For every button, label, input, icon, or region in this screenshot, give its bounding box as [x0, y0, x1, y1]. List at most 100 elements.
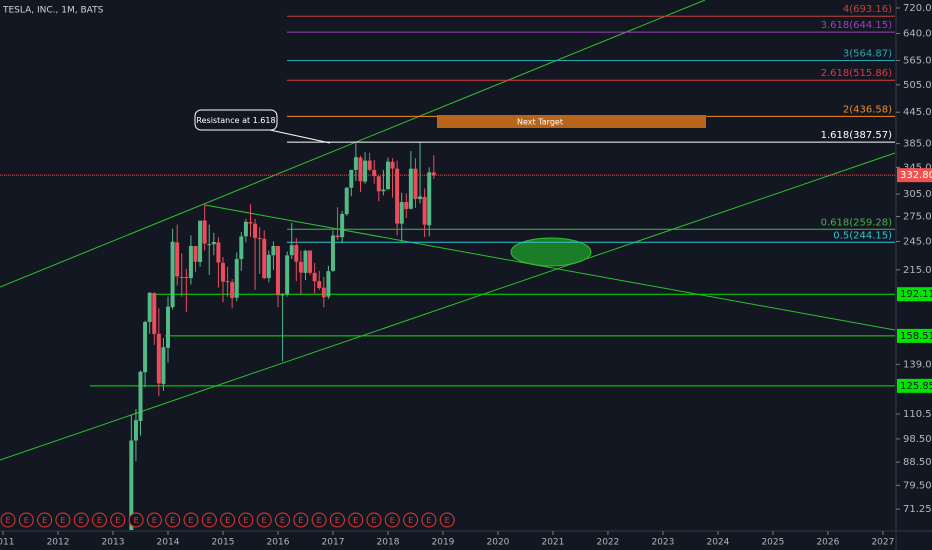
x-tick-label: 2016 [267, 538, 290, 548]
candle-body [367, 160, 372, 170]
y-tick-label: 640.00 [903, 28, 932, 39]
candle-body [340, 213, 345, 238]
earnings-marker [55, 512, 71, 528]
candle-body [225, 281, 230, 283]
earnings-marker [128, 512, 144, 528]
candle-body [344, 187, 349, 215]
candle-body [234, 259, 239, 298]
fib-label: 0.5(244.15) [833, 230, 892, 241]
earnings-marker [439, 512, 455, 528]
candle-body [184, 276, 189, 278]
candle-body [427, 172, 432, 226]
earnings-label: E [262, 516, 267, 525]
fib-label: 2(436.58) [843, 104, 892, 115]
candle-body [303, 250, 308, 273]
y-tick-label: 71.25 [903, 504, 932, 515]
price-label: 332.80 [900, 170, 932, 181]
earnings-label: E [445, 516, 450, 525]
earnings-label: E [188, 516, 193, 525]
earnings-label: E [207, 516, 212, 525]
candle-body [239, 236, 244, 260]
earnings-label: E [24, 516, 29, 525]
candle-body [147, 292, 152, 322]
earnings-label: E [408, 516, 413, 525]
earnings-marker [348, 512, 364, 528]
candle-body [271, 245, 276, 256]
x-tick-label: 2020 [487, 538, 510, 548]
earnings-marker [146, 512, 162, 528]
candle-body [385, 161, 390, 190]
earnings-label: E [60, 516, 65, 525]
y-tick-label: 110.50 [903, 409, 932, 420]
y-tick-label: 245.00 [903, 237, 932, 248]
earnings-label: E [243, 516, 248, 525]
earnings-marker [37, 512, 53, 528]
earnings-marker [0, 512, 16, 528]
price-box [897, 328, 932, 343]
x-tick-label: 2018 [377, 538, 400, 548]
earnings-label: E [42, 516, 47, 525]
candle-body [418, 196, 423, 200]
trend-line [0, 152, 895, 461]
price-box [897, 378, 932, 393]
x-tick-label: 2021 [541, 538, 564, 548]
candle-body [381, 189, 386, 192]
x-tick-label: 2015 [212, 538, 235, 548]
y-tick-label: 88.50 [903, 457, 932, 468]
callout-pointer [269, 129, 331, 144]
target-zone [510, 237, 592, 267]
earnings-marker [384, 512, 400, 528]
candle-body [395, 168, 400, 224]
candle-body [285, 255, 290, 295]
candle-body [404, 202, 409, 209]
earnings-marker [403, 512, 419, 528]
earnings-marker [201, 512, 217, 528]
candle-body [207, 244, 212, 246]
candle-body [198, 220, 203, 262]
earnings-label: E [426, 516, 431, 525]
candle-body [372, 169, 377, 177]
earnings-marker [275, 512, 290, 528]
y-tick-label: 79.50 [903, 480, 932, 491]
earnings-label: E [317, 516, 322, 525]
y-tick-label: 345.00 [903, 162, 932, 173]
x-tick-label: 2012 [47, 538, 70, 548]
x-tick-label: 2013 [102, 538, 125, 548]
fib-label: 3.618(644.15) [821, 20, 893, 31]
earnings-marker [238, 512, 254, 528]
chart-title: TESLA, INC., 1M, BATS [2, 6, 104, 16]
trend-line [204, 204, 895, 331]
candle-body [413, 168, 418, 200]
candle-body [335, 235, 340, 238]
candle-body [298, 261, 303, 273]
candle-body [275, 245, 280, 296]
earnings-label: E [152, 516, 157, 525]
y-tick-label: 98.50 [903, 434, 932, 445]
candle-body [408, 168, 413, 209]
earnings-marker [366, 512, 382, 528]
fib-label: 1.618(387.57) [821, 130, 893, 141]
candle-body [156, 333, 161, 384]
x-tick-label: 2024 [706, 538, 729, 548]
candle-body [143, 321, 148, 373]
candle-body [289, 245, 294, 256]
candle-body [353, 157, 358, 170]
candle-body [312, 272, 317, 282]
candle-body [349, 169, 354, 188]
y-tick-label: 275.00 [903, 212, 932, 223]
fib-label: 3(564.87) [843, 49, 892, 60]
candle-body [326, 271, 331, 297]
candle-body [138, 371, 143, 422]
candle-body [129, 440, 134, 530]
candle-body [262, 238, 267, 279]
candle-body [179, 276, 184, 278]
earnings-marker [311, 512, 327, 528]
earnings-label: E [225, 516, 230, 525]
candle-body [211, 241, 216, 245]
candle-body [170, 241, 175, 308]
earnings-label: E [134, 516, 139, 525]
candle-body [390, 161, 395, 169]
price-box [897, 287, 932, 302]
earnings-label: E [371, 516, 376, 525]
candle-body [330, 235, 335, 271]
